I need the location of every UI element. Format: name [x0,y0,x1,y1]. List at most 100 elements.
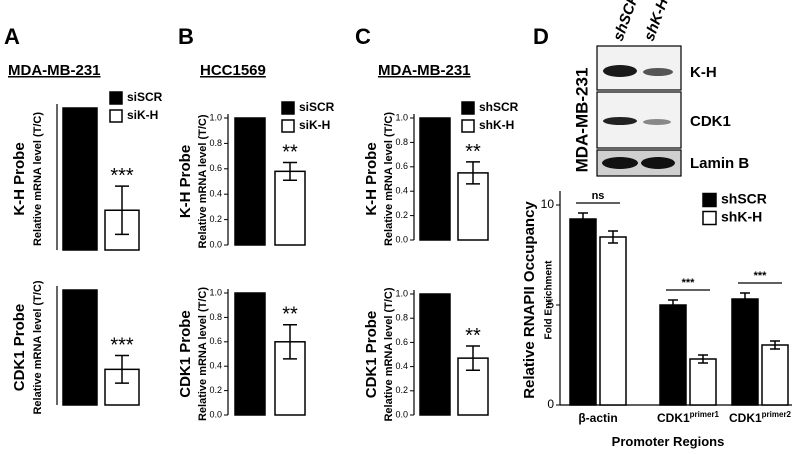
y-tick-label: 0.4 [395,361,408,371]
y-tick-label: 0.8 [395,313,408,323]
bar [599,236,627,406]
y-tick-label: 0.8 [209,312,222,322]
y-axis-subtitle: Fold Enrichment [544,260,555,340]
y-tick-label: 5 [547,297,554,311]
chart-title: MDA-MB-231 [378,62,471,79]
band-label: K-H [690,64,717,81]
significance-label: ** [282,304,298,326]
legend-swatch [702,192,717,208]
legend-swatch [281,119,295,133]
legend-label: shSCR [721,191,767,207]
blot-cell-line: MDA-MB-231 [572,68,591,173]
y-tick-label: 0.8 [395,137,408,147]
y-tick-label: 1.0 [395,112,408,122]
x-tick-label: β-actin [578,411,617,425]
legend-label: siK-H [127,108,158,122]
x-axis-title: Promoter Regions [612,434,725,449]
error-bar [578,212,588,226]
significance-label: *** [110,165,134,187]
y-tick-label: 0.2 [209,214,222,224]
panel-letter: B [178,24,194,49]
legend-swatch [109,91,123,105]
y-tick-label: 1.0 [209,112,222,122]
bar [569,218,597,406]
x-tick-label: CDK1primer2 [729,410,792,425]
blot-band [602,157,638,169]
significance-label: ** [465,325,481,347]
y-tick-label: 0.6 [395,337,408,347]
y-tick-label: 0.6 [395,161,408,171]
panel-letter: D [533,24,549,49]
error-bar [283,323,297,360]
legend-label: siSCR [299,100,335,114]
legend-label: shK-H [721,209,762,225]
error-bar [283,161,297,181]
y-tick-label: 0.2 [395,210,408,220]
significance-label: ** [465,141,481,163]
error-bar [770,340,780,350]
error-bar [115,354,129,384]
legend-label: shK-H [479,118,514,132]
category-name: β-actin [578,411,617,425]
y-tick-label: 0.0 [395,409,408,419]
y-tick-label: 0.0 [209,409,222,419]
blot-band [641,157,675,169]
western-blot: D MDA-MB-231 shSCR shK-H K-H CDK1 Lamin … [533,0,749,177]
significance-label: ** [282,141,298,163]
y-axis-title: CDK1 Probe [11,304,28,392]
y-axis-subtitle: Relative mRNA level (T/C) [383,112,395,246]
blot-band [643,68,673,76]
y-tick-label: 1.0 [209,287,222,297]
y-tick-label: 0.2 [395,385,408,395]
y-tick-label: 0.8 [209,138,222,148]
y-tick-label: 0 [547,397,554,411]
y-tick-label: 0.0 [209,239,222,249]
legend-label: siK-H [299,118,330,132]
chart-title: HCC1569 [200,62,266,79]
y-axis-subtitle: Relative mRNA level (T/C) [197,287,209,421]
category-superscript: primer2 [762,410,792,419]
y-axis-subtitle: Relative mRNA level (T/C) [383,287,395,421]
significance-label: ns [592,190,605,202]
error-bar [466,345,480,371]
y-tick-label: 0.6 [209,163,222,173]
x-tick-label: CDK1primer1 [657,410,720,425]
bar [659,304,687,406]
significance-label: *** [754,270,768,282]
y-axis-subtitle: Relative mRNA level (T/C) [32,280,44,414]
panel-letter: A [4,24,20,49]
bar [62,107,98,251]
y-tick-label: 1.0 [395,288,408,298]
bar [731,298,759,406]
error-bar [608,230,618,244]
bar [689,358,717,406]
bar [62,289,98,406]
category-superscript: primer1 [690,410,720,419]
legend-swatch [461,101,475,115]
y-tick-label: 0.0 [395,234,408,244]
legend-label: shSCR [479,100,519,114]
y-axis-subtitle: Relative mRNA level (T/C) [32,112,44,246]
category-name: CDK1 [657,411,690,425]
error-bar [740,292,750,306]
band-label: Lamin B [690,155,749,172]
bar [234,292,266,416]
y-axis-title: K-H Probe [177,145,194,218]
bar [274,170,306,246]
bar [419,117,451,241]
error-bar [698,354,708,364]
bar [761,344,789,406]
bar [419,293,451,416]
legend-swatch [109,109,123,123]
significance-label: *** [110,335,134,357]
error-bar [466,161,480,185]
y-axis-title: Relative RNAPII Occupancy [521,201,538,399]
y-tick-label: 0.4 [395,186,408,196]
y-axis-title: K-H Probe [11,142,28,215]
y-tick-label: 0.6 [209,336,222,346]
legend-label: siSCR [127,90,163,104]
legend-swatch [702,210,717,226]
error-bar [668,299,678,311]
